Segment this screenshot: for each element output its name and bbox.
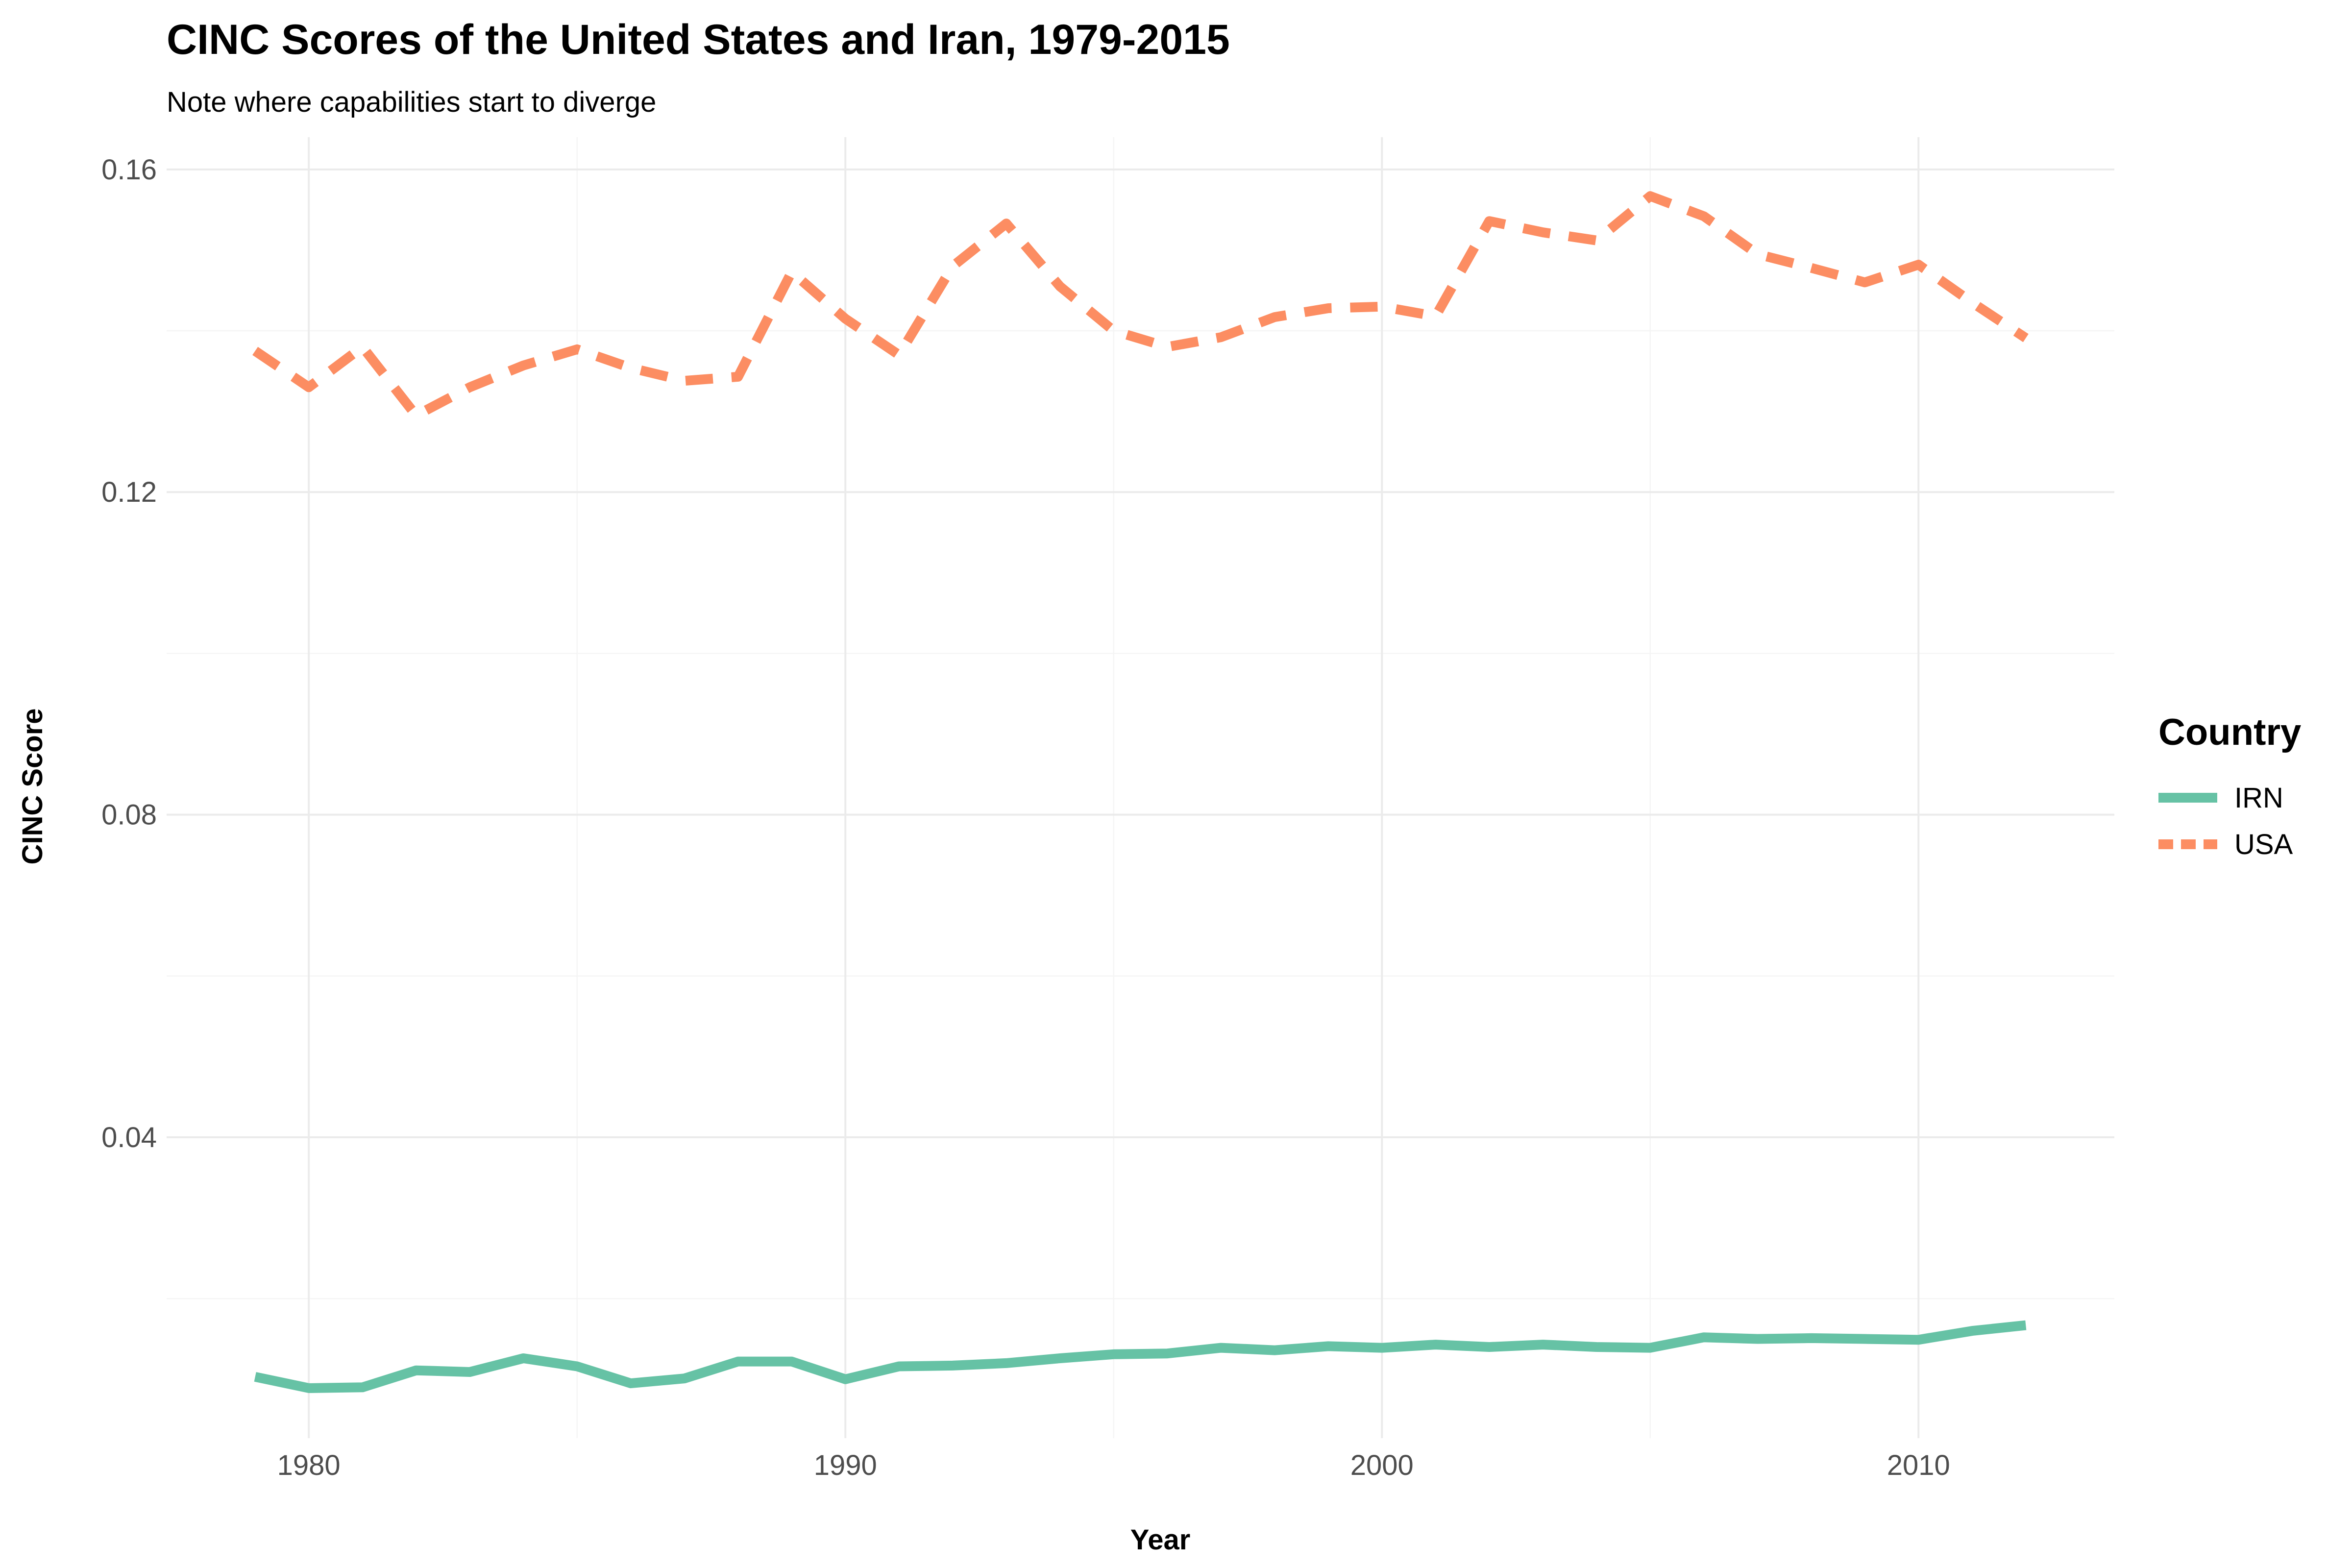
x-axis-tick-labels: 1980 1990 2000 2010: [277, 1449, 1950, 1481]
series-line-irn: [254, 1320, 2027, 1393]
chart-subtitle: Note where capabilities start to diverge: [167, 86, 656, 118]
y-tick-label: 0.08: [101, 799, 157, 831]
y-tick-label: 0.04: [101, 1122, 157, 1153]
legend-label-usa: USA: [2234, 829, 2293, 860]
y-axis-title: CINC Score: [17, 708, 49, 864]
legend-title: Country: [2158, 711, 2301, 753]
minor-gridlines: [167, 137, 2114, 1438]
major-gridlines: [167, 137, 2114, 1438]
x-tick-label: 2000: [1350, 1449, 1414, 1481]
x-tick-label: 2010: [1887, 1449, 1950, 1481]
x-axis-title: Year: [1130, 1524, 1191, 1556]
x-tick-label: 1990: [814, 1449, 877, 1481]
y-tick-label: 0.12: [101, 476, 157, 508]
series-line-usa: [252, 191, 2029, 420]
series-layer: [252, 191, 2029, 1393]
legend: Country IRN USA: [2158, 711, 2301, 860]
chart-title: CINC Scores of the United States and Ira…: [167, 16, 1230, 63]
x-tick-label: 1980: [277, 1449, 341, 1481]
legend-items: IRN USA: [2158, 782, 2293, 860]
legend-label-irn: IRN: [2234, 782, 2283, 814]
y-axis-tick-labels: 0.04 0.08 0.12 0.16: [101, 154, 157, 1153]
y-tick-label: 0.16: [101, 154, 157, 186]
plot-area: [167, 137, 2114, 1438]
